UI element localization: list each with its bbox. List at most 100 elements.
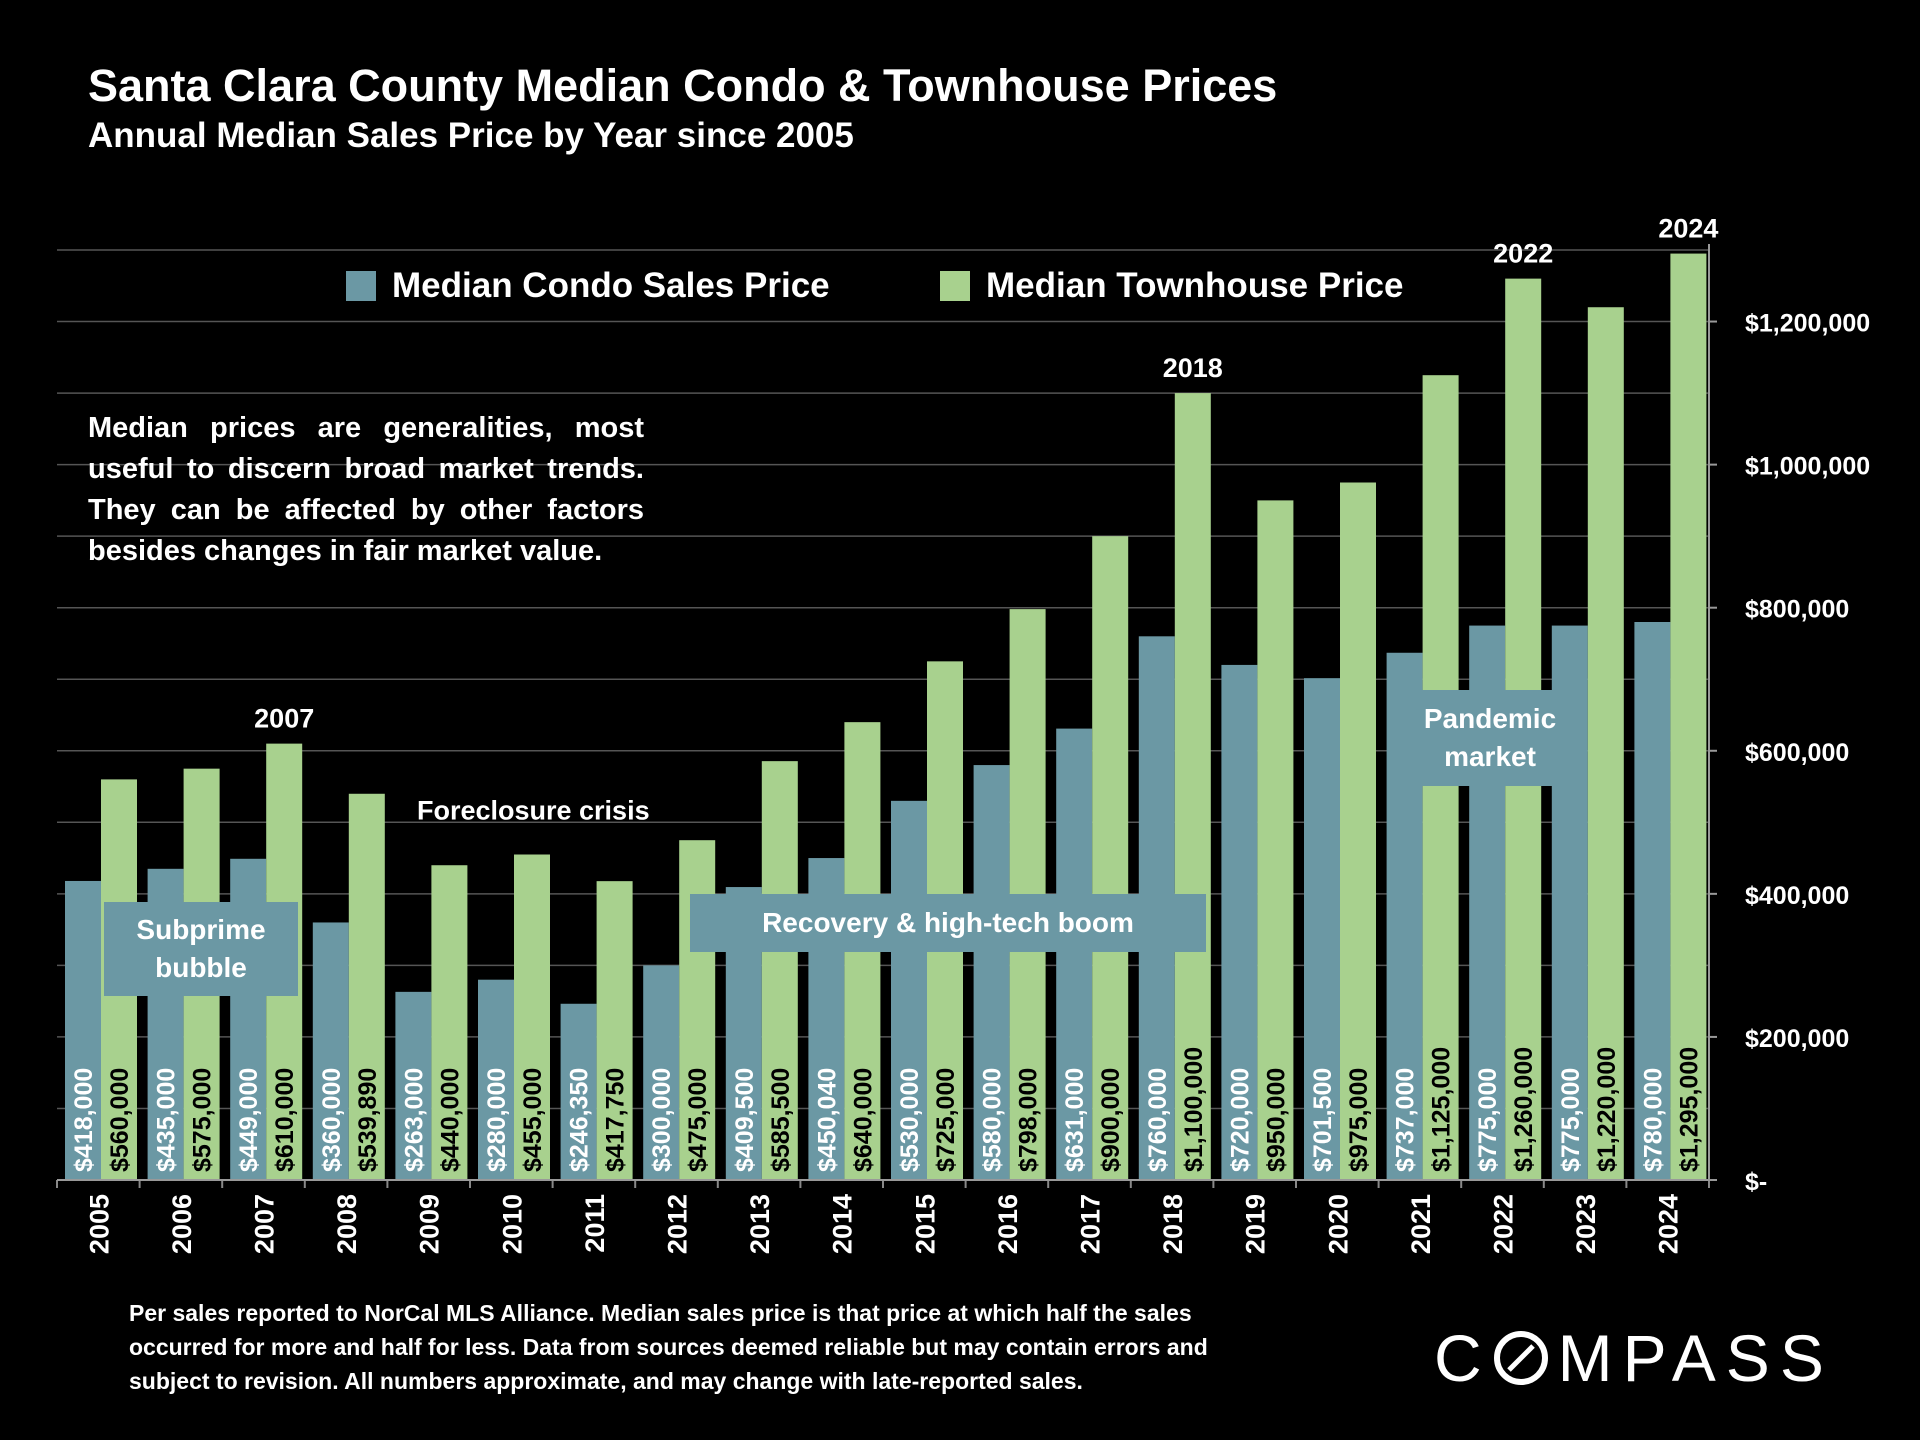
data-label-condo: $409,500 <box>731 1068 759 1172</box>
x-tick-label: 2022 <box>1489 1194 1519 1254</box>
x-tick-label: 2019 <box>1241 1194 1271 1254</box>
data-label-condo: $775,000 <box>1557 1068 1585 1172</box>
data-label-townhouse: $1,260,000 <box>1510 1047 1538 1172</box>
data-label-townhouse: $610,000 <box>271 1068 299 1172</box>
data-label-townhouse: $950,000 <box>1262 1068 1290 1172</box>
x-tick-label: 2023 <box>1571 1194 1601 1254</box>
data-label-townhouse: $575,000 <box>189 1068 217 1172</box>
data-label-townhouse: $440,000 <box>436 1068 464 1172</box>
data-label-townhouse: $900,000 <box>1097 1068 1125 1172</box>
data-label-condo: $760,000 <box>1144 1068 1172 1172</box>
bar-townhouse <box>1257 500 1294 1180</box>
callout-subprime: Subprime bubble <box>104 902 298 996</box>
bar-condo <box>1634 622 1671 1180</box>
data-label-condo: $263,000 <box>400 1068 428 1172</box>
data-label-condo: $780,000 <box>1639 1068 1667 1172</box>
logo-text-start: C <box>1434 1321 1492 1395</box>
data-label-condo: $300,000 <box>648 1068 676 1172</box>
bar-townhouse <box>1587 307 1624 1180</box>
data-label-condo: $360,000 <box>318 1068 346 1172</box>
callout-pandemic: Pandemic market <box>1420 690 1560 786</box>
data-label-condo: $775,000 <box>1474 1068 1502 1172</box>
annotation-2007: 2007 <box>254 704 314 734</box>
x-tick-label: 2008 <box>332 1194 362 1254</box>
bar-condo <box>1221 664 1258 1180</box>
bar-townhouse <box>761 761 798 1180</box>
x-tick-label: 2020 <box>1323 1194 1353 1254</box>
legend-townhouse-swatch <box>940 271 970 301</box>
x-tick-label: 2015 <box>910 1194 940 1254</box>
y-tick-label: $600,000 <box>1745 739 1849 767</box>
legend-condo-swatch <box>346 271 376 301</box>
bar-condo <box>1386 652 1423 1180</box>
data-label-condo: $280,000 <box>483 1068 511 1172</box>
data-label-townhouse: $455,000 <box>519 1068 547 1172</box>
x-tick-label: 2016 <box>993 1194 1023 1254</box>
data-label-condo: $418,000 <box>70 1068 98 1172</box>
median-note: Median prices are generalities, most use… <box>88 412 644 567</box>
data-label-townhouse: $1,295,000 <box>1675 1047 1703 1172</box>
annotation-2018: 2018 <box>1163 353 1223 383</box>
data-label-townhouse: $640,000 <box>849 1068 877 1172</box>
data-label-townhouse: $1,220,000 <box>1593 1047 1621 1172</box>
bar-condo <box>891 800 927 1180</box>
data-label-townhouse: $975,000 <box>1345 1068 1373 1172</box>
annotation-2024: 2024 <box>1658 214 1718 244</box>
data-label-condo: $530,000 <box>896 1068 924 1172</box>
data-label-condo: $631,000 <box>1061 1068 1089 1172</box>
data-label-townhouse: $539,890 <box>354 1068 382 1172</box>
page-subtitle: Annual Median Sales Price by Year since … <box>88 116 854 155</box>
data-label-townhouse: $725,000 <box>932 1068 960 1172</box>
data-label-condo: $450,040 <box>813 1068 841 1172</box>
x-tick-label: 2021 <box>1406 1194 1436 1254</box>
x-tick-label: 2011 <box>580 1194 610 1253</box>
x-tick-label: 2013 <box>745 1194 775 1254</box>
data-label-condo: $701,500 <box>1309 1068 1337 1172</box>
data-label-condo: $737,000 <box>1392 1068 1420 1172</box>
bar-townhouse <box>596 881 633 1180</box>
compass-o-icon <box>1493 1331 1548 1385</box>
data-label-townhouse: $560,000 <box>106 1068 134 1172</box>
data-label-townhouse: $798,000 <box>1015 1068 1043 1172</box>
annotation-2022: 2022 <box>1493 239 1553 269</box>
y-tick-label: $800,000 <box>1745 596 1849 624</box>
x-tick-label: 2018 <box>1158 1194 1188 1254</box>
data-label-townhouse: $417,750 <box>602 1068 630 1172</box>
bar-condo <box>560 1003 597 1180</box>
logo-text-end: MPASS <box>1557 1321 1834 1395</box>
x-tick-label: 2007 <box>250 1194 280 1254</box>
bar-condo <box>973 765 1010 1180</box>
bar-condo <box>312 922 349 1180</box>
bar-townhouse <box>514 854 550 1180</box>
bar-condo <box>643 965 680 1180</box>
y-tick-label: $200,000 <box>1745 1025 1849 1053</box>
bar-townhouse <box>1174 393 1211 1181</box>
bar-townhouse <box>431 865 468 1180</box>
bar-townhouse <box>1092 536 1129 1180</box>
data-label-condo: $246,350 <box>566 1068 594 1172</box>
x-tick-label: 2010 <box>497 1194 527 1254</box>
x-tick-label: 2024 <box>1654 1194 1684 1254</box>
bar-townhouse <box>1340 482 1376 1180</box>
y-tick-label: $1,000,000 <box>1745 453 1870 481</box>
legend-townhouse: Median Townhouse Price <box>940 264 1403 308</box>
page-title: Santa Clara County Median Condo & Townho… <box>88 60 1278 111</box>
bar-condo <box>65 880 101 1180</box>
x-tick-label: 2014 <box>828 1194 858 1254</box>
bar-condo <box>1056 728 1093 1180</box>
data-label-condo: $435,000 <box>153 1068 181 1172</box>
bar-condo <box>395 991 432 1180</box>
data-label-condo: $449,000 <box>235 1068 263 1172</box>
x-tick-label: 2009 <box>415 1194 445 1254</box>
bar-townhouse <box>1670 253 1707 1181</box>
y-tick-label: $400,000 <box>1745 882 1849 910</box>
data-label-townhouse: $1,125,000 <box>1428 1047 1456 1172</box>
x-tick-label: 2017 <box>1076 1194 1106 1254</box>
legend-condo: Median Condo Sales Price <box>346 264 830 308</box>
bar-townhouse <box>348 793 385 1180</box>
y-tick-label: $1,200,000 <box>1745 310 1870 338</box>
data-label-townhouse: $475,000 <box>684 1068 712 1172</box>
callout-recovery: Recovery & high-tech boom <box>690 894 1206 952</box>
y-tick-label: $- <box>1745 1168 1767 1196</box>
